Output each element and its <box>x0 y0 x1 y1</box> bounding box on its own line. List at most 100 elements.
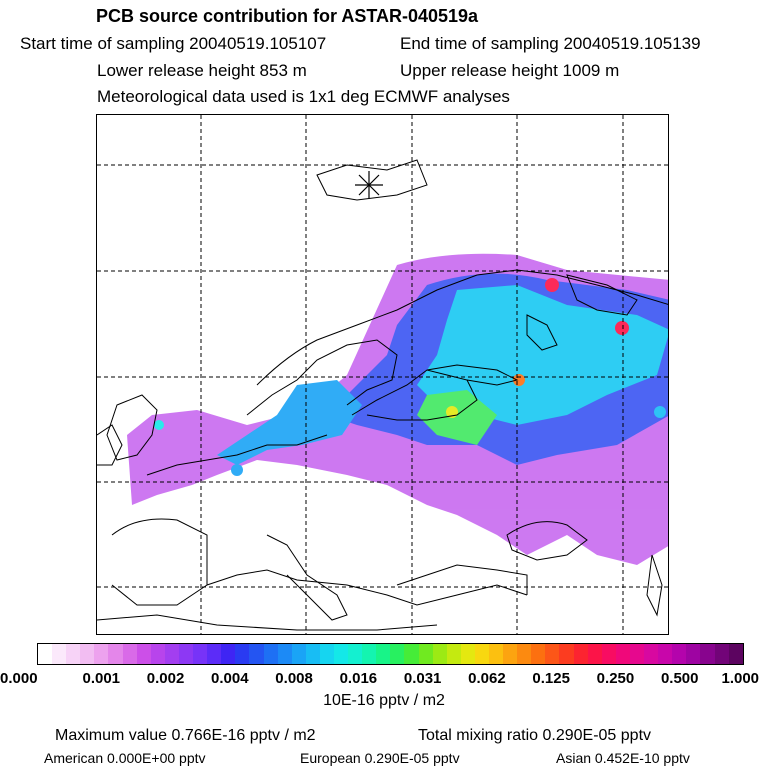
color-scale-tick-label: 0.500 <box>660 670 699 687</box>
color-scale-tick-label: 0.250 <box>596 670 635 687</box>
color-scale-segment <box>517 644 532 664</box>
hotspot-3 <box>513 374 525 386</box>
coast-scandinavia <box>256 269 668 386</box>
coastlines <box>97 159 668 631</box>
color-scale-segment <box>404 644 419 664</box>
hotspot-6 <box>231 464 243 476</box>
coast-mediterranean <box>206 569 528 606</box>
american-contribution-label: American 0.000E+00 pptv <box>44 750 206 766</box>
color-scale-tick-label: 1.000 <box>721 670 760 687</box>
color-scale-segment <box>658 644 673 664</box>
map-canvas <box>97 115 668 634</box>
color-scale-segment <box>432 644 447 664</box>
end-time-label: End time of sampling 20040519.105139 <box>400 34 701 53</box>
total-mixing-ratio-label: Total mixing ratio 0.290E-05 pptv <box>418 727 652 744</box>
coast-black-sea <box>506 521 588 561</box>
color-scale-tick-label: 0.062 <box>468 670 506 687</box>
field-cyan-region <box>417 285 668 425</box>
color-scale-segment <box>38 644 53 664</box>
color-scale-segment <box>333 644 349 664</box>
coast-italy <box>266 534 348 621</box>
color-scale-tick-label: 0.000 <box>0 670 38 687</box>
color-scale-segment <box>221 644 236 664</box>
color-scale-tick-label: 0.031 <box>403 670 442 687</box>
color-scale-segment <box>728 644 743 664</box>
hotspot-7 <box>154 420 164 430</box>
color-scale-segment <box>489 644 504 664</box>
color-scale-segment <box>291 644 306 664</box>
color-scale-segment <box>503 644 518 664</box>
coast-europe-west <box>146 434 328 476</box>
coast-africa <box>97 614 438 631</box>
color-scale-segment <box>66 644 81 664</box>
color-scale-tick-label: 0.004 <box>211 670 249 687</box>
color-scale-tick-label: 0.125 <box>532 670 570 687</box>
coast-novaya-zemlya <box>566 274 638 316</box>
color-scale-segment <box>52 644 67 664</box>
color-scale-segment <box>305 644 320 664</box>
color-scale-segment <box>587 644 602 664</box>
color-scale-segment <box>573 644 588 664</box>
lower-release-height-label: Lower release height 853 m <box>97 61 307 80</box>
color-scale-segment <box>207 644 222 664</box>
color-scale-bar <box>37 643 744 665</box>
color-scale-tick-label: 0.002 <box>146 670 185 687</box>
color-scale-tick-label: 0.008 <box>275 670 313 687</box>
color-scale-segment <box>80 644 95 664</box>
coast-greece-turkey <box>396 564 528 595</box>
hotspot-5 <box>654 406 666 418</box>
european-contribution-label: European 0.290E-05 pptv <box>300 750 460 766</box>
color-scale-segment <box>474 644 489 664</box>
contribution-field <box>127 253 668 565</box>
upper-release-height-label: Upper release height 1009 m <box>400 61 620 80</box>
color-scale-segment <box>686 644 701 664</box>
color-scale-segment <box>460 644 475 664</box>
color-scale-tick-label: 0.016 <box>339 670 378 687</box>
color-scale-segment <box>629 644 645 664</box>
hotspot-2 <box>615 321 629 335</box>
coast-svalbard <box>316 159 428 201</box>
coast-ireland <box>97 424 123 466</box>
color-scale-unit: 10E-16 pptv / m2 <box>323 692 445 709</box>
color-scale-segment <box>644 644 659 664</box>
asian-contribution-label: Asian 0.452E-10 pptv <box>556 750 690 766</box>
color-scale-segment <box>249 644 264 664</box>
color-scale-segment <box>545 644 560 664</box>
coast-caspian <box>646 554 663 617</box>
color-scale-segment <box>108 644 123 664</box>
color-scale-segment <box>390 644 405 664</box>
color-scale-segment <box>672 644 687 664</box>
color-scale-segment <box>531 644 546 664</box>
color-scale-segment <box>136 644 151 664</box>
color-scale-segment <box>150 644 165 664</box>
color-scale-segment <box>263 644 278 664</box>
coast-iberia <box>111 518 208 606</box>
color-scale-segment <box>362 644 377 664</box>
color-scale-segment <box>193 644 208 664</box>
graticule <box>97 115 668 634</box>
coast-british-isles <box>106 394 158 461</box>
color-scale-segment <box>348 644 363 664</box>
color-scale-segment <box>376 644 391 664</box>
meteorological-data-label: Meteorological data used is 1x1 deg ECMW… <box>97 87 510 106</box>
color-scale-segment <box>94 644 109 664</box>
color-scale-segment <box>418 644 433 664</box>
coast-white-sea <box>526 314 558 351</box>
release-site-marker <box>355 171 383 199</box>
start-time-label: Start time of sampling 20040519.105107 <box>20 34 327 53</box>
color-scale-segment <box>122 644 137 664</box>
color-scale-segment <box>615 644 630 664</box>
color-scale-segment <box>235 644 250 664</box>
color-scale-tick-label: 0.001 <box>82 670 121 687</box>
color-scale-segment <box>319 644 334 664</box>
hotspot-1 <box>545 278 559 292</box>
maximum-value-label: Maximum value 0.766E-16 pptv / m2 <box>55 727 316 744</box>
color-scale-segment <box>446 644 461 664</box>
color-scale-segment <box>714 644 729 664</box>
color-scale-segment <box>164 644 179 664</box>
coast-gulf-finland <box>426 364 519 386</box>
field-nw-blue <box>217 380 362 465</box>
color-scale-segment <box>277 644 292 664</box>
coast-norway <box>246 339 398 416</box>
color-scale-segment <box>700 644 715 664</box>
